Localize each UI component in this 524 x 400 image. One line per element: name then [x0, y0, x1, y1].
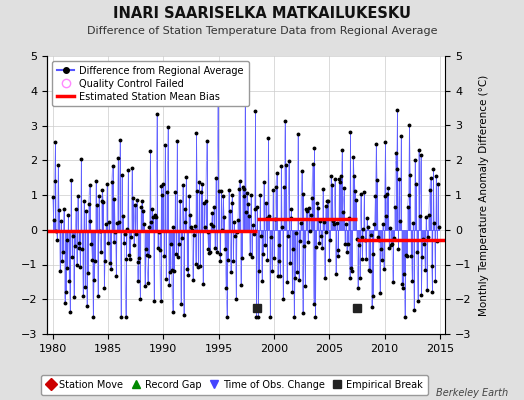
Text: Difference of Station Temperature Data from Regional Average: Difference of Station Temperature Data f…: [87, 26, 437, 36]
Text: INARI SAARISELKA MATKAILUKESKU: INARI SAARISELKA MATKAILUKESKU: [113, 6, 411, 21]
Y-axis label: Monthly Temperature Anomaly Difference (°C): Monthly Temperature Anomaly Difference (…: [478, 74, 488, 316]
Legend: Station Move, Record Gap, Time of Obs. Change, Empirical Break: Station Move, Record Gap, Time of Obs. C…: [41, 375, 428, 395]
Text: Berkeley Earth: Berkeley Earth: [436, 388, 508, 398]
